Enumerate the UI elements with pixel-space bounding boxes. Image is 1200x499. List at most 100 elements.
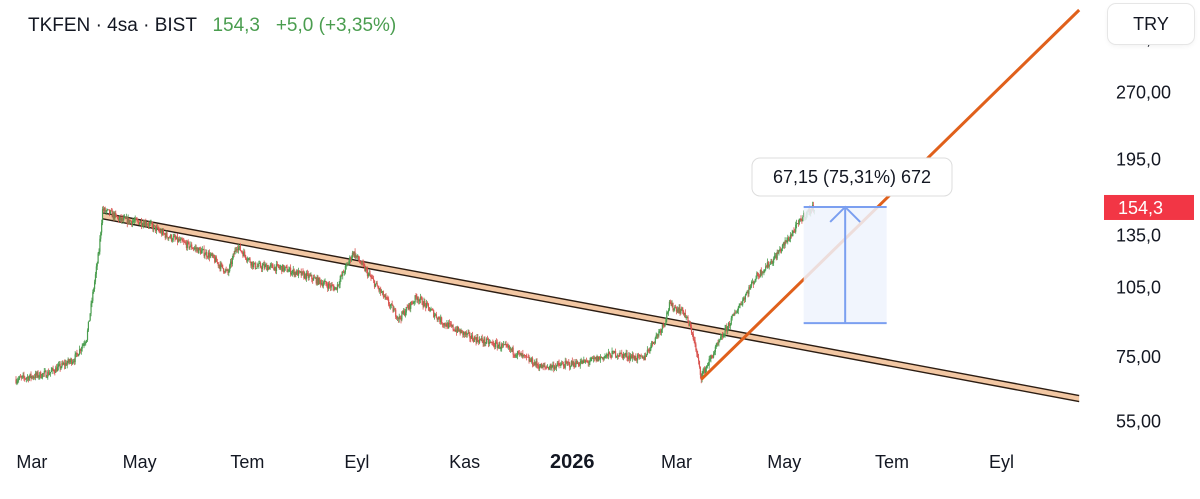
candle [540, 362, 543, 369]
candle-body [735, 312, 738, 314]
candle-body [592, 357, 595, 359]
candle-body [308, 275, 310, 278]
candle-body [208, 252, 210, 258]
candle-body [705, 366, 708, 369]
candle-body [395, 309, 397, 317]
candle-body [283, 267, 286, 271]
candle [533, 359, 535, 366]
candle [277, 264, 279, 269]
candle-body [550, 364, 552, 369]
resistance-trendline[interactable] [102, 212, 1080, 403]
candle [382, 290, 384, 299]
candle-body [60, 366, 62, 369]
candle [169, 233, 172, 239]
candle [63, 361, 65, 366]
candle-body [528, 357, 530, 362]
candle [238, 245, 241, 251]
candle-body [592, 357, 594, 359]
measure-label-box [751, 157, 953, 197]
candle [83, 341, 85, 349]
candle [774, 253, 777, 259]
candle-body [207, 256, 209, 258]
candle-body [527, 356, 529, 358]
candle-body [183, 241, 185, 243]
candle [58, 361, 60, 367]
candle [631, 351, 633, 362]
time-axis[interactable]: Mar May Tem Eyl Kas 2026 Mar May Tem Eyl [16, 451, 1014, 473]
candle-body [499, 343, 501, 349]
candle [268, 266, 271, 270]
candle [123, 214, 125, 223]
candle-body [574, 365, 576, 367]
candle [154, 225, 157, 234]
candle [152, 221, 154, 232]
candle [279, 264, 281, 270]
candle [716, 342, 718, 347]
candle-body [745, 293, 747, 296]
candle-body [69, 361, 71, 363]
candle-body [154, 225, 156, 226]
candle [755, 275, 757, 282]
candle-body [492, 342, 494, 344]
candle-body [621, 352, 623, 355]
symbol-name[interactable]: TKFEN [28, 15, 91, 36]
candle [705, 366, 707, 374]
candle-body [269, 265, 271, 267]
candle [334, 286, 336, 291]
candle-body [181, 238, 183, 241]
candle-body [135, 218, 137, 220]
candle-body [97, 253, 99, 264]
candle-body [222, 264, 224, 269]
candle-body [739, 304, 741, 306]
candle [227, 268, 229, 276]
candle [233, 250, 235, 258]
candle [169, 235, 171, 239]
candle-body [392, 305, 394, 312]
candle-body [245, 258, 248, 261]
price-range-measure[interactable]: 67,15 (75,31%) 672 [751, 157, 953, 325]
candle [23, 371, 25, 381]
candle-body [278, 266, 280, 268]
candle-body [285, 266, 287, 268]
candle-body [293, 269, 295, 276]
candle-body [554, 366, 556, 370]
candle-body [76, 352, 78, 354]
candle-body [736, 310, 739, 313]
interval-label[interactable]: 4sa [107, 15, 138, 36]
candle-body [209, 254, 211, 258]
candle [614, 348, 617, 359]
candle-body [486, 338, 489, 340]
candle [22, 372, 24, 379]
price-axis[interactable]: 55,0075,00105,0135,0195,0270,00350,00154… [1104, 29, 1194, 432]
candle [660, 328, 662, 336]
candle [756, 271, 758, 279]
candle [290, 270, 293, 276]
candle [139, 221, 141, 226]
candle-body [87, 321, 90, 331]
candle [70, 357, 72, 364]
candle-body [715, 346, 717, 348]
candle-body [487, 339, 490, 344]
candle [483, 336, 485, 347]
candle [336, 281, 339, 293]
candle-body [302, 271, 304, 273]
candle-body [106, 209, 108, 211]
candle-body [213, 254, 215, 258]
candle [142, 219, 144, 229]
candle-body [624, 354, 626, 356]
candle [213, 254, 215, 259]
candle-body [458, 330, 460, 332]
candle-body [190, 244, 192, 247]
candle [670, 300, 672, 307]
candle [542, 362, 544, 371]
candle [469, 331, 471, 342]
candle [637, 352, 640, 359]
currency-button[interactable]: TRY [1108, 4, 1194, 44]
candle-body [390, 303, 392, 306]
candle-body [795, 224, 797, 232]
candle [177, 237, 180, 243]
candle-body [380, 292, 383, 294]
candle-body [131, 221, 133, 225]
candle-body [441, 317, 443, 324]
